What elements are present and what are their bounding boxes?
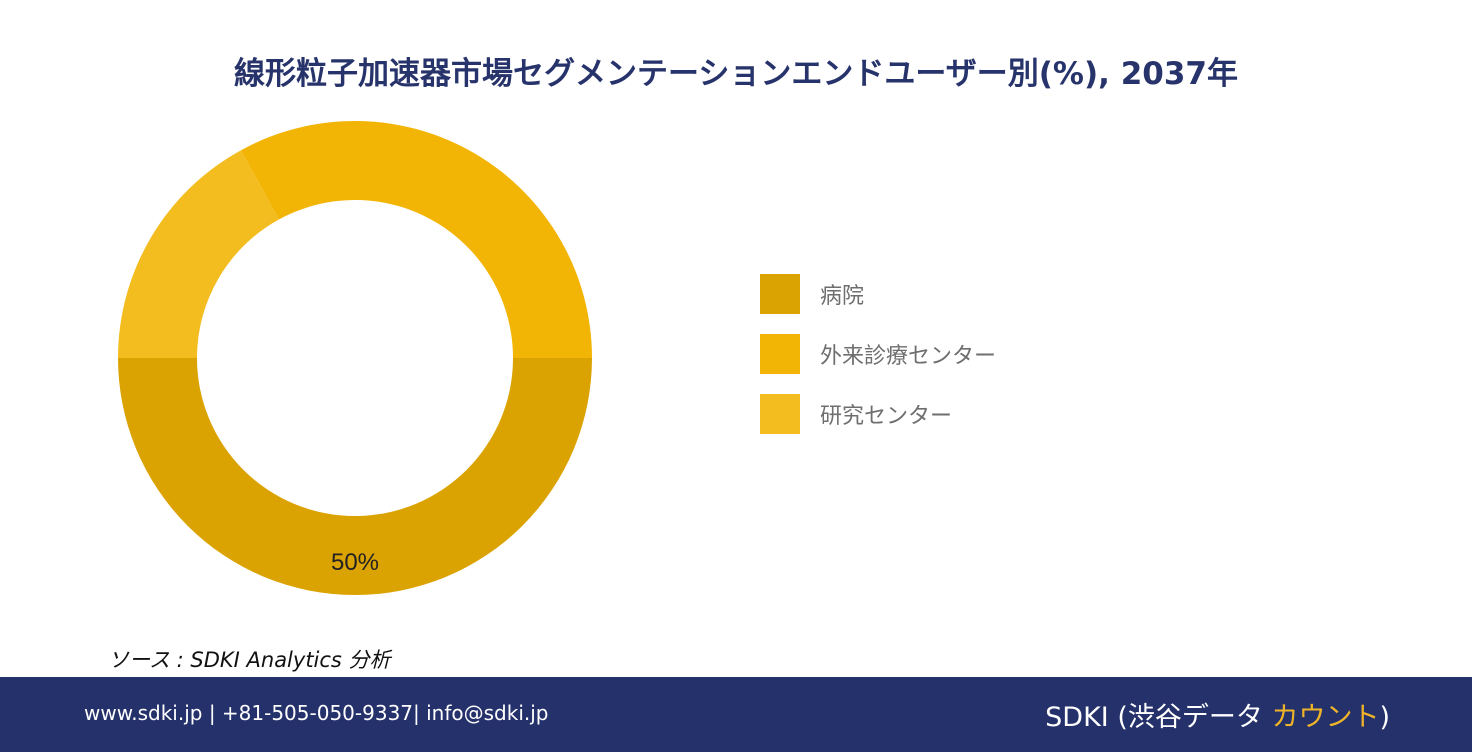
- legend-swatch: [760, 274, 800, 314]
- legend-item-hospital: 病院: [760, 274, 996, 314]
- slice-outpatient: [240, 120, 592, 358]
- legend-item-outpatient: 外来診療センター: [760, 334, 996, 374]
- legend-label: 外来診療センター: [820, 344, 997, 369]
- legend-item-research: 研究センター: [760, 394, 996, 434]
- legend-label: 病院: [820, 284, 865, 309]
- brand-accent: カウント: [1271, 702, 1380, 733]
- legend-swatch: [760, 334, 800, 374]
- source-note: ソース : SDKI Analytics 分析: [108, 648, 391, 672]
- slice-data-label: 50%: [331, 549, 379, 576]
- donut-chart: 50%: [118, 120, 592, 595]
- chart-title: 線形粒子加速器市場セグメンテーションエンドユーザー別(%), 2037年: [233, 56, 1238, 92]
- legend-swatch: [760, 394, 800, 434]
- footer-contact: www.sdki.jp | +81-505-050-9337| info@sdk…: [84, 701, 549, 725]
- footer-bar: www.sdki.jp | +81-505-050-9337| info@sdk…: [0, 677, 1472, 752]
- slice-hospital: [118, 358, 592, 595]
- footer-brand: SDKI (渋谷データ カウント): [1045, 695, 1390, 734]
- legend-label: 研究センター: [820, 404, 953, 429]
- brand-prefix: SDKI (渋谷データ: [1045, 702, 1272, 733]
- brand-suffix: ): [1379, 702, 1390, 733]
- chart-legend: 病院 外来診療センター 研究センター: [760, 274, 996, 454]
- slice-research: [118, 150, 279, 358]
